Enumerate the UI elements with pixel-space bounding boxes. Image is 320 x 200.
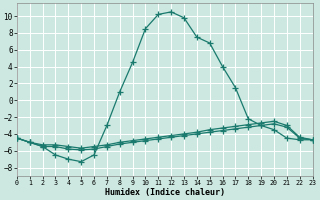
X-axis label: Humidex (Indice chaleur): Humidex (Indice chaleur) <box>105 188 225 197</box>
